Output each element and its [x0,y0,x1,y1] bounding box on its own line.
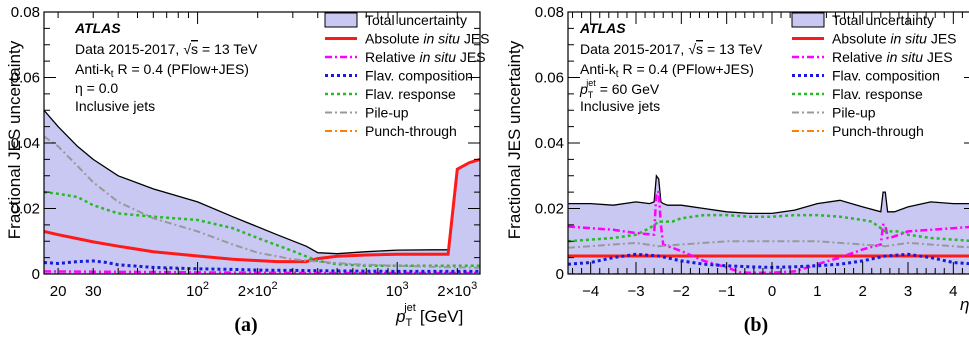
panel-a-label: (a) [234,314,257,336]
panel-a-x-tick-label: 2×102 [238,280,278,300]
panel-a-x-tick-labels: 20 30 102 2×102 103 2×103 [50,280,477,300]
panel-b-info-line-3: pTjet = 60 GeV [579,78,660,100]
panel-b-y-tick-label: 0.02 [535,201,564,218]
panel-b-x-tick-label: 2 [858,283,866,300]
panel-b-x-tick-label: −1 [718,283,735,300]
panel-b-legend-entry-absolute-in-situ-jes: Absolute in situ JES [792,31,957,47]
panel-b-y-tick-labels: 0 0.02 0.04 0.06 0.08 [535,4,564,283]
panel-b-x-axis-title: η [960,295,969,314]
panel-a-series-flav-composition [44,259,480,273]
panel-a-atlas-label: ATLAS [74,20,121,36]
panel-b-legend-label: Flav. composition [832,68,940,84]
panel-a-legend-entry-pile-up: Pile-up [325,105,409,121]
panel-b-x-tick-label: −4 [582,283,599,300]
panel-b-legend-label: Total uncertainty [832,12,934,28]
panel-b-x-tick-labels: −4 −3 −2 −1 0 1 2 3 4 [582,283,957,300]
panel-a-info-line-4: Inclusive jets [75,98,155,114]
panel-a-series-total-uncertainty-band [44,110,480,274]
panel-b-info-line-1: Data 2015-2017, √s = 13 TeV [580,41,763,57]
panel-b-legend-entry-total-uncertainty: Total uncertainty [791,12,934,28]
panel-b-y-axis-title: Fractional JES uncertainty [505,40,524,239]
panel-b-legend-label: Relative in situ JES [832,49,953,65]
panel-a-legend-label: Relative in situ JES [365,49,486,65]
panel-a-legend-label: Pile-up [365,105,409,121]
panel-b-legend-swatch [791,12,825,28]
panel-a-legend-label: Total uncertainty [365,12,467,28]
panel-b-legend-entry-pile-up: Pile-up [792,105,876,121]
panel-b-series-relative-in-situ-jes [568,190,969,274]
panel-b-total-uncertainty-band [568,173,969,274]
panel-a-legend-entry-flav-composition: Flav. composition [325,68,473,84]
panel-a-legend-label: Absolute in situ JES [365,31,490,47]
panel-a-x-tick-label: 103 [386,280,409,300]
panel-a-series-pile-up [44,135,480,269]
panel-a-y-tick-label: 0.08 [11,4,40,21]
panel-b-series-pile-up [568,240,969,249]
panel-b-y-tick-label: 0 [556,266,564,283]
panel-b-x-tick-label: 0 [768,283,776,300]
panel-a-y-tick-label: 0.02 [11,201,40,218]
panel-b-label: (b) [744,314,768,336]
panel-a-legend-entry-absolute-in-situ-jes: Absolute in situ JES [325,31,490,47]
panel-a-y-tick-labels: 0 0.02 0.04 0.06 0.08 [11,4,40,283]
panel-a-uncertainty-vs-pt: Fractional JES uncertainty 0 0.02 0.04 0.06… [5,4,490,336]
panel-b-x-tick-label: −2 [673,283,690,300]
panel-b-x-tick-label: 4 [949,283,957,300]
panel-b-x-tick-label: 1 [813,283,821,300]
panel-a-legend-label: Punch-through [365,123,457,139]
panel-b-legend-label: Absolute in situ JES [832,31,957,47]
panel-b-x-tick-label: −3 [627,283,644,300]
panel-b-uncertainty-vs-eta: Fractional JES uncertainty 0 0.02 0.04 0.06… [505,4,969,336]
panel-a-legend-swatch [324,12,358,28]
panel-b-x-tick-label: 3 [904,283,912,300]
panel-b-y-tick-label: 0.06 [535,70,564,87]
panel-a-legend: Total uncertainty Absolute in situ JES Rel… [324,12,490,139]
panel-b-atlas-label: ATLAS [579,20,626,36]
panel-b-series-flav-response [568,213,969,243]
panel-a-legend-label: Flav. composition [365,68,473,84]
panel-b-legend-entry-punch-through: Punch-through [792,123,924,139]
panel-a-legend-entry-total-uncertainty: Total uncertainty [324,12,467,28]
panel-a-info-block: ATLAS Data 2015-2017, √s = 13 TeV Anti-kt … [74,20,258,114]
panel-a-legend-entry-punch-through: Punch-through [325,123,457,139]
panel-a-legend-label: Flav. response [365,86,456,102]
panel-b-y-tick-label: 0.04 [535,135,564,152]
panel-a-x-axis-title: pTjet [GeV] [395,302,463,329]
panel-a-info-line-1: Data 2015-2017, √s = 13 TeV [75,41,258,57]
panel-b-legend-label: Flav. response [832,86,923,102]
panel-b-info-line-2: Anti-kt R = 0.4 (PFlow+JES) [580,61,754,80]
panel-a-x-tick-label: 102 [186,280,209,300]
panel-b-info-block: ATLAS Data 2015-2017, √s = 13 TeV Anti-kt … [579,20,763,114]
panel-b-legend-label: Punch-through [832,123,924,139]
panel-b-legend: Total uncertainty Absolute in situ JES Rel… [791,12,957,139]
panel-a-x-tick-label: 20 [50,283,67,300]
panel-a-y-axis-title: Fractional JES uncertainty [5,40,24,239]
panel-a-info-line-3: η = 0.0 [75,80,118,96]
panel-b-series-total-uncertainty-band [568,175,969,274]
panel-a-y-tick-label: 0 [32,266,40,283]
panel-b-legend-entry-flav-composition: Flav. composition [792,68,940,84]
panel-a-x-tick-label: 30 [85,283,102,300]
panel-b-legend-label: Pile-up [832,105,876,121]
panel-b-ticks [568,11,969,275]
panel-b-y-tick-label: 0.08 [535,4,564,21]
panel-b-info-line-4: Inclusive jets [580,98,660,114]
panel-a-info-line-2: Anti-kt R = 0.4 (PFlow+JES) [75,61,249,80]
panel-a-legend-entry-relative-in-situ-jes: Relative in situ JES [325,49,486,65]
panel-b-series-total-uncertainty-edge [568,173,969,215]
panel-b-legend-entry-flav-response: Flav. response [792,86,923,102]
panel-a-y-tick-label: 0.04 [11,135,40,152]
panel-a-legend-entry-flav-response: Flav. response [325,86,456,102]
panel-a-ticks [44,11,480,275]
panel-b-legend-entry-relative-in-situ-jes: Relative in situ JES [792,49,953,65]
panel-a-x-tick-label: 2×103 [437,280,477,300]
panel-a-y-tick-label: 0.06 [11,70,40,87]
